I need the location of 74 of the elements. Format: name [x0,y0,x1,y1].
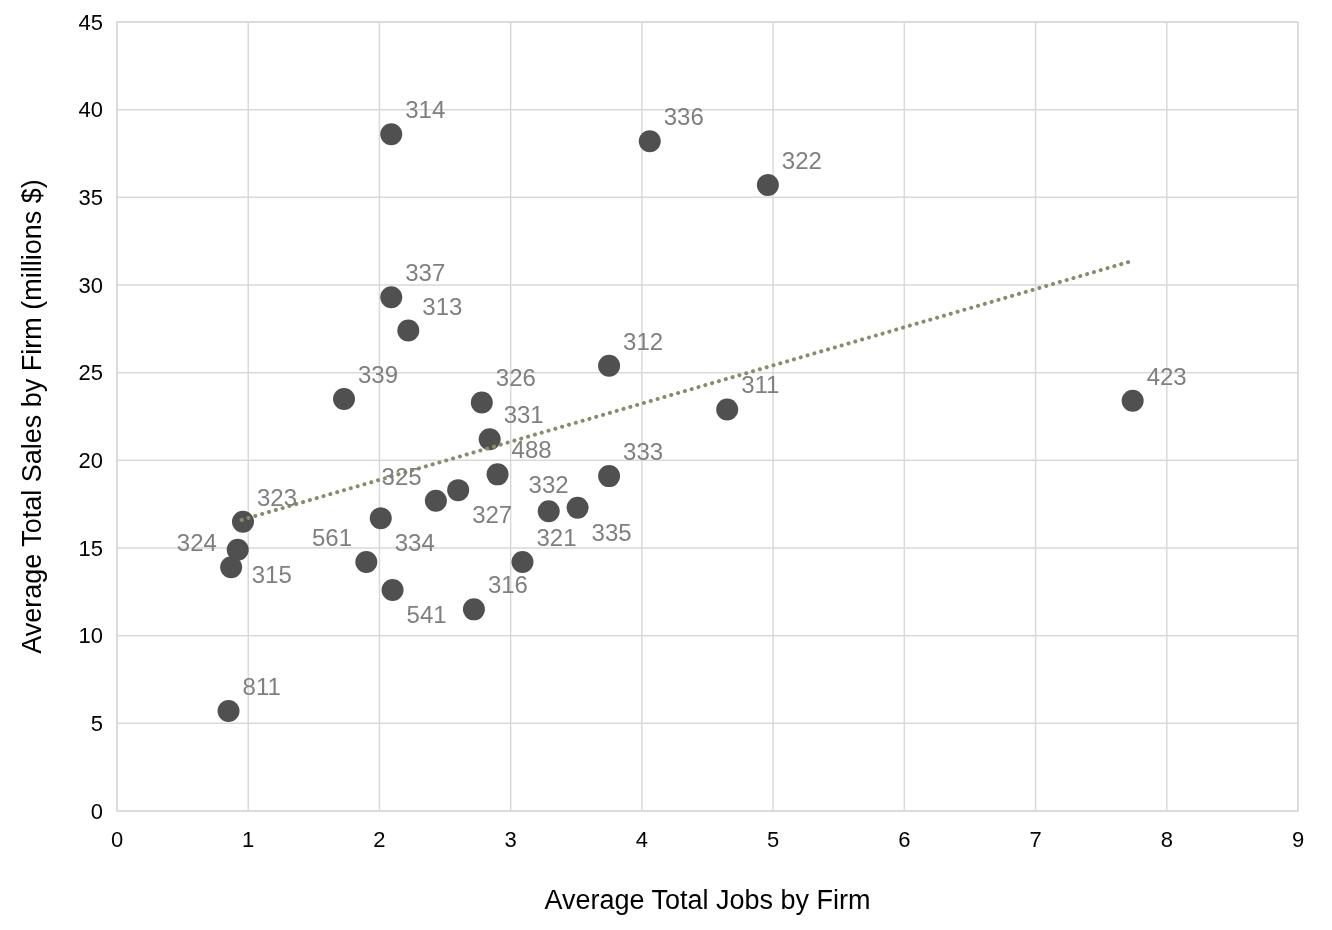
point [424,489,447,512]
y-tick-label: 40 [78,97,103,123]
y-tick-label: 45 [78,9,103,35]
y-tick-label: 15 [78,535,103,561]
point [217,700,240,723]
annotation: 336 [663,103,704,131]
annotation: 323 [256,483,298,511]
annotation: 331 [503,401,544,429]
annotation: 339 [358,360,399,388]
annotation: 322 [781,147,822,175]
x-tick-label: 1 [242,827,255,852]
annotation: 321 [536,524,577,552]
annotation: 311 [741,371,780,399]
y-tick-label: 5 [90,711,103,737]
point [511,551,534,574]
point [231,510,254,533]
y-tick-label: 0 [90,798,103,824]
annotation: 561 [312,524,353,552]
point [462,598,485,621]
point [220,556,243,579]
point [756,174,779,197]
annotation: 423 [1146,362,1187,390]
annotation: 488 [511,436,552,464]
annotation: 335 [591,518,632,546]
annotation: 325 [381,462,422,490]
point [380,123,403,146]
x-tick-label: 8 [1160,827,1173,852]
annotation: 316 [487,571,528,599]
annotation: 811 [242,673,281,701]
point [397,319,420,342]
point [369,507,392,530]
annotation: 337 [405,259,446,287]
point [447,479,470,502]
x-tick-label: 6 [898,827,911,852]
annotation: 324 [176,529,217,557]
annotation: 314 [405,96,446,124]
point [381,579,404,602]
x-tick-label: 5 [766,827,780,852]
point [638,130,661,153]
point [470,391,493,414]
annotation: 326 [495,364,536,392]
point [333,387,356,410]
x-tick-label: 2 [373,827,386,852]
y-tick-label: 35 [78,185,103,211]
annotation: 333 [623,438,664,466]
x-tick-label: 0 [110,827,124,852]
point [537,500,560,523]
point [566,496,589,519]
point [486,463,509,486]
annotation: 313 [422,292,463,320]
x-tick-label: 3 [504,827,517,852]
point [716,398,739,421]
point [1121,389,1144,412]
y-tick-label: 10 [78,623,103,649]
x-tick-label: 4 [635,827,649,852]
point [226,538,249,561]
x-axis-title: Average Total Jobs by Firm [544,885,871,915]
y-tick-label: 25 [78,360,103,386]
point [478,428,501,451]
annotation: 541 [406,601,447,629]
point [598,354,621,377]
annotation: 334 [394,529,435,557]
annotation: 315 [251,560,292,588]
y-tick-label: 30 [78,272,103,298]
point [355,551,378,574]
y-tick-label: 20 [78,448,103,474]
x-tick-label: 7 [1029,827,1042,852]
point [598,465,621,488]
y-axis-title: Average Total Sales by Firm (millions $) [17,179,48,654]
x-tick-label: 9 [1291,827,1305,852]
annotation: 327 [472,501,513,529]
annotation: 312 [623,327,664,355]
point [380,286,403,309]
annotation: 332 [528,471,569,499]
